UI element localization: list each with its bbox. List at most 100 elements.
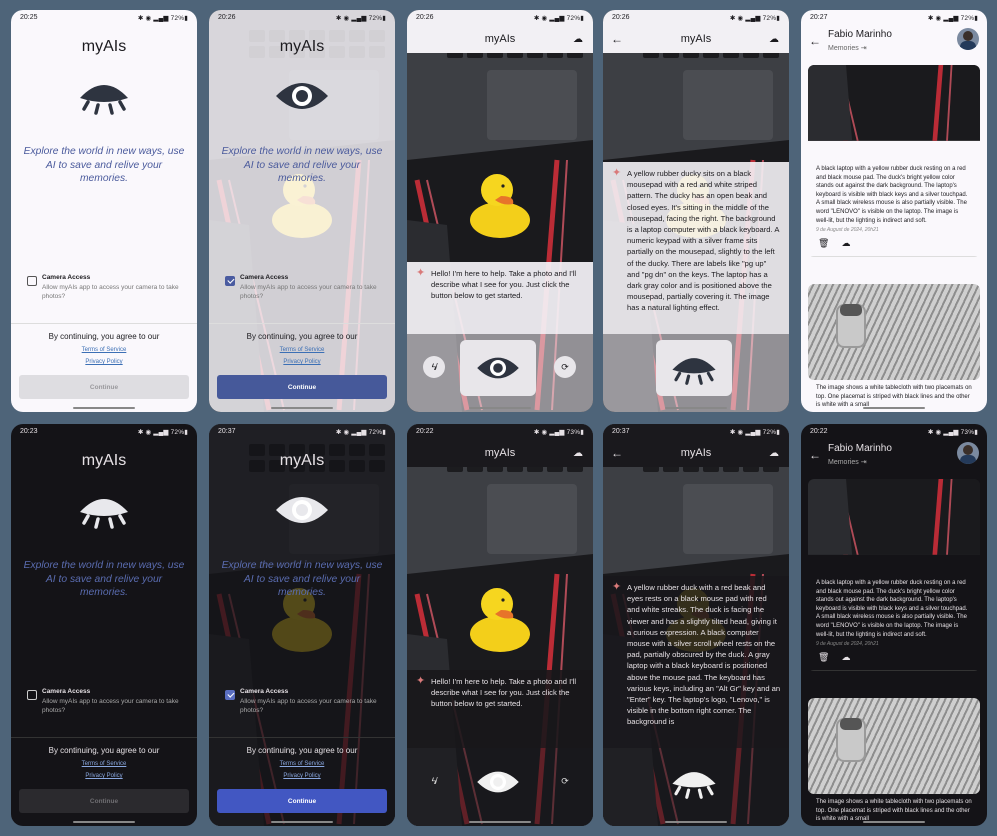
continue-button[interactable]: Continue: [217, 789, 387, 813]
agree-text: By continuing, you agree to our: [48, 746, 160, 755]
camera-controls: [603, 334, 789, 412]
divider: [11, 323, 197, 324]
camera-access-row[interactable]: Camera Access Allow myAIs app to access y…: [225, 274, 385, 301]
cloud-icon[interactable]: ☁: [573, 33, 583, 45]
status-bar: 20:23 ✱ ◉ ▂▄▆ 72%▮: [20, 428, 188, 436]
memory-card[interactable]: The image shows a white tablecloth with …: [808, 284, 980, 412]
terms-link[interactable]: Terms of Service: [81, 347, 127, 353]
camera-access-checkbox[interactable]: [27, 690, 37, 700]
divider: [209, 323, 395, 324]
switch-camera-icon[interactable]: ⟳: [554, 356, 576, 378]
avatar[interactable]: [957, 28, 979, 50]
sparkle-icon: ✦: [612, 581, 622, 593]
cloud-icon[interactable]: ☁: [769, 33, 779, 45]
switch-camera-icon[interactable]: ⟳: [561, 775, 569, 786]
phone-memories-dark: 20:22 ✱ ◉ ▂▄▆ 73%▮ ← Fabio Marinho Memori…: [801, 424, 987, 826]
memories-header: ← Fabio Marinho Memories ⇥: [801, 439, 987, 479]
cloud-upload-icon[interactable]: ☁: [841, 652, 851, 663]
greeting-message: ✦ Hello! I'm here to help. Take a photo a…: [407, 262, 593, 334]
continue-button[interactable]: Continue: [217, 375, 387, 399]
cloud-icon[interactable]: ☁: [573, 447, 583, 459]
continue-button[interactable]: Continue: [19, 789, 189, 813]
app-header: ← myAIs ☁: [603, 25, 789, 53]
terms-link[interactable]: Terms of Service: [279, 347, 325, 353]
cloud-icon[interactable]: ☁: [769, 447, 779, 459]
home-indicator: [863, 407, 925, 409]
home-indicator: [665, 821, 727, 823]
eye-closed-icon: [667, 350, 721, 386]
camera-access-checkbox[interactable]: [27, 276, 37, 286]
capture-button[interactable]: [460, 754, 536, 810]
memory-image: [808, 698, 980, 794]
avatar[interactable]: [957, 442, 979, 464]
app-title: myAIs: [81, 452, 127, 469]
memory-image: [808, 65, 980, 161]
phone-camera-dark: 20:22 ✱ ◉ ▂▄▆ 73%▮ myAIs ☁ ✦ Hello! I'm her…: [407, 424, 593, 826]
home-indicator: [73, 821, 135, 823]
privacy-link[interactable]: Privacy Policy: [85, 359, 123, 365]
camera-access-row[interactable]: Camera Access Allow myAIs app to access y…: [225, 688, 385, 715]
memory-card[interactable]: A black laptop with a yellow rubber duck…: [808, 479, 980, 672]
status-bar: 20:25 ✱ ◉ ▂▄▆ 72%▮: [20, 14, 188, 22]
delete-icon[interactable]: 🗑: [818, 238, 830, 249]
privacy-link[interactable]: Privacy Policy: [85, 773, 123, 779]
eye-open-icon: [474, 351, 522, 385]
flash-off-icon[interactable]: ϟ̸: [423, 356, 445, 378]
logout-icon[interactable]: ⇥: [860, 45, 867, 52]
user-name: Fabio Marinho: [828, 443, 892, 454]
tagline: Explore the world in new ways, use AI to…: [23, 146, 185, 184]
status-bar: 20:26 ✱ ◉ ▂▄▆ 72%▮: [603, 10, 789, 25]
status-bar: 20:27 ✱ ◉ ▂▄▆ 72%▮: [810, 14, 978, 22]
memories-subtitle: Memories ⇥: [828, 45, 867, 52]
logout-icon[interactable]: ⇥: [860, 459, 867, 466]
capture-button[interactable]: [656, 340, 732, 396]
status-bar: 20:22 ✱ ◉ ▂▄▆ 73%▮: [407, 424, 593, 439]
privacy-link[interactable]: Privacy Policy: [283, 359, 321, 365]
capture-button[interactable]: [460, 340, 536, 396]
memory-card[interactable]: A black laptop with a yellow rubber duck…: [808, 65, 980, 258]
phone-camera-light: 20:26 ✱ ◉ ▂▄▆ 72%▮ myAIs ☁ ✦ Hello! I'm her…: [407, 10, 593, 412]
memories-header: ← Fabio Marinho Memories ⇥: [801, 25, 987, 65]
sparkle-icon: ✦: [612, 167, 622, 179]
app-header: myAIs ☁: [407, 25, 593, 53]
eye-closed-icon: [74, 76, 134, 116]
camera-controls: ϟ̸ ⟳: [407, 748, 593, 826]
agree-text: By continuing, you agree to our: [246, 746, 358, 755]
camera-access-checkbox[interactable]: [225, 276, 235, 286]
divider: [11, 737, 197, 738]
terms-link[interactable]: Terms of Service: [279, 761, 325, 767]
camera-access-checkbox[interactable]: [225, 690, 235, 700]
continue-button[interactable]: Continue: [19, 375, 189, 399]
user-name: Fabio Marinho: [828, 29, 892, 40]
home-indicator: [665, 407, 727, 409]
terms-link[interactable]: Terms of Service: [81, 761, 127, 767]
memory-card[interactable]: The image shows a white tablecloth with …: [808, 698, 980, 826]
eye-open-icon: [272, 490, 332, 530]
back-arrow-icon[interactable]: ←: [809, 34, 821, 48]
eye-open-icon: [272, 76, 332, 116]
home-indicator: [271, 407, 333, 409]
flash-off-icon[interactable]: ϟ̸: [431, 776, 437, 786]
delete-icon[interactable]: 🗑: [818, 652, 830, 663]
phone-description-light: 20:26 ✱ ◉ ▂▄▆ 72%▮ ← myAIs ☁ ✦ A yellow rubb…: [603, 10, 789, 412]
memory-description: A black laptop with a yellow rubber duck…: [816, 580, 968, 638]
camera-controls: ϟ̸ ⟳: [407, 334, 593, 412]
back-arrow-icon[interactable]: ←: [809, 448, 821, 462]
home-indicator: [271, 821, 333, 823]
back-arrow-icon[interactable]: ←: [611, 32, 623, 46]
camera-access-row[interactable]: Camera Access Allow myAIs app to access y…: [27, 688, 187, 715]
cloud-upload-icon[interactable]: ☁: [841, 238, 851, 249]
app-header: ← myAIs ☁: [603, 439, 789, 467]
capture-button[interactable]: [656, 754, 732, 810]
phone-welcome-light: 20:25 ✱ ◉ ▂▄▆ 72%▮ myAIs Explore the worl…: [11, 10, 197, 412]
home-indicator: [73, 407, 135, 409]
status-bar: 20:37 ✱ ◉ ▂▄▆ 72%▮: [603, 424, 789, 439]
memory-description: A black laptop with a yellow rubber duck…: [816, 166, 968, 224]
eye-closed-icon: [667, 764, 721, 800]
camera-access-row[interactable]: Camera Access Allow myAIs app to access y…: [27, 274, 187, 301]
sparkle-icon: ✦: [416, 267, 426, 279]
tagline: Explore the world in new ways, use AI to…: [23, 560, 185, 598]
privacy-link[interactable]: Privacy Policy: [283, 773, 321, 779]
status-bar: 20:37 ✱ ◉ ▂▄▆ 72%▮: [218, 428, 386, 436]
back-arrow-icon[interactable]: ←: [611, 446, 623, 460]
